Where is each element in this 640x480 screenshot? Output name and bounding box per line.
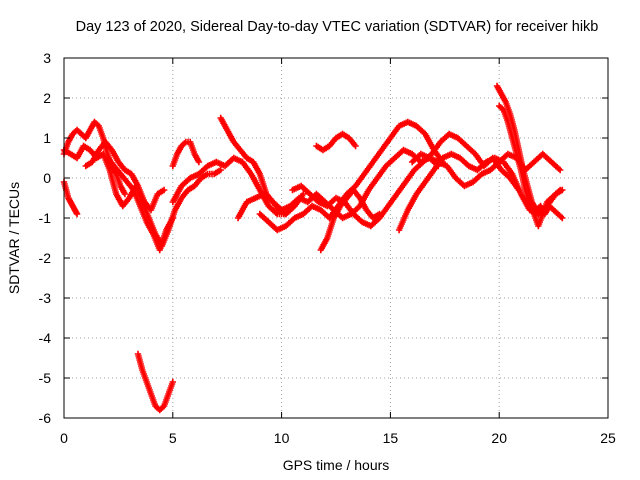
x-axis: 0 5 10 15 20 25: [60, 58, 616, 446]
data-point: [556, 186, 564, 194]
plot-frame: [63, 57, 609, 419]
data-point: [376, 210, 383, 218]
data-point: [217, 166, 224, 174]
data-point: [121, 190, 129, 198]
y-tick-label: -6: [39, 410, 52, 426]
data-point: [169, 378, 176, 386]
y-tick-label: 2: [43, 90, 51, 106]
data-point: [160, 186, 168, 194]
data-point: [559, 214, 566, 222]
y-tick-label: -2: [39, 250, 52, 266]
y-tick-label: 1: [43, 130, 51, 146]
series-arc12: [313, 130, 359, 154]
plot-area: [60, 82, 566, 414]
y-tick-label: -4: [39, 330, 52, 346]
x-axis-label: GPS time / hours: [283, 457, 390, 473]
data-point: [352, 142, 359, 150]
data-point: [169, 214, 176, 222]
series-arc17: [496, 102, 564, 230]
series-arc18: [134, 350, 176, 414]
chart-title: Day 123 of 2020, Sidereal Day-to-day VTE…: [76, 19, 599, 35]
series-arc5: [104, 154, 176, 254]
x-tick-label: 15: [383, 430, 399, 446]
series-arc10: [256, 118, 446, 234]
y-tick-label: -5: [39, 370, 52, 386]
y-axis: 3 2 1 0 -1 -2 -3 -4 -5 -6: [39, 50, 608, 426]
series-arc4: [82, 138, 168, 214]
x-tick-label: 10: [274, 430, 290, 446]
x-tick-label: 0: [60, 430, 68, 446]
y-axis-label: SDTVAR / TECUs: [6, 182, 22, 294]
series-arc13: [317, 186, 383, 254]
y-tick-label: -3: [39, 290, 52, 306]
data-point: [556, 166, 564, 174]
x-tick-label: 25: [600, 430, 616, 446]
data-point: [282, 210, 290, 218]
y-tick-label: 3: [43, 50, 51, 66]
data-point: [195, 158, 203, 166]
grid: [64, 58, 608, 418]
series-arc6: [169, 138, 203, 170]
data-point: [73, 210, 81, 218]
x-tick-label: 5: [169, 430, 177, 446]
x-tick-label: 20: [491, 430, 507, 446]
y-tick-label: 0: [43, 170, 51, 186]
y-tick-label: -1: [39, 210, 52, 226]
